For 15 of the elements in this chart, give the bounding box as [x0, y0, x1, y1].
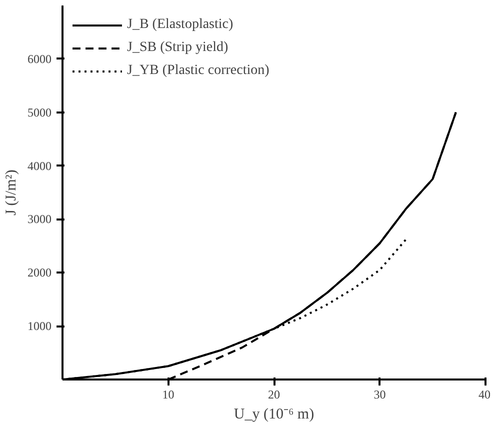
y-tick-label: 6000 — [28, 52, 52, 66]
x-axis-title: U_y (10⁻⁶ m) — [234, 406, 314, 422]
y-axis-title: J (J/m²) — [4, 170, 20, 216]
y-tick-label: 1000 — [28, 319, 52, 334]
x-tick-label: 20 — [268, 388, 280, 402]
legend-label: J_SB (Strip yield) — [127, 40, 228, 56]
x-tick-label: 40 — [478, 388, 490, 402]
y-tick-label: 5000 — [28, 105, 52, 120]
legend-label: J_YB (Plastic correction) — [127, 63, 270, 79]
y-tick-label: 4000 — [28, 158, 52, 173]
x-tick-label: 10 — [162, 388, 174, 402]
y-tick-label: 2000 — [28, 266, 52, 280]
legend-label: J_B (Elastoplastic) — [127, 17, 234, 33]
y-tick-label: 3000 — [28, 212, 52, 226]
x-tick-label: 30 — [374, 388, 386, 402]
